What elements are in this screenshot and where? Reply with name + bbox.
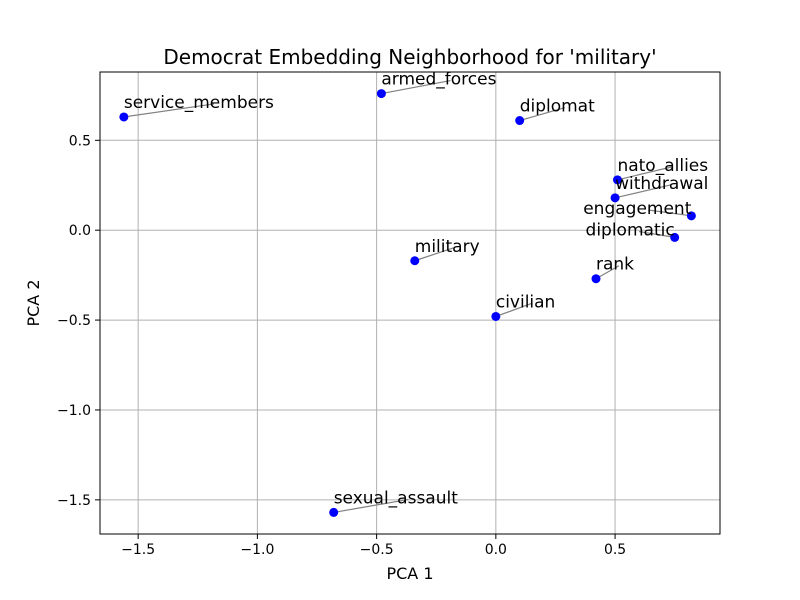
data-point [376, 89, 386, 99]
y-tick-label: −0.5 [57, 313, 91, 329]
y-tick-label: 0.0 [69, 223, 91, 239]
data-point [410, 256, 420, 266]
leader-line [123, 103, 215, 118]
data-point [612, 175, 622, 185]
point-label: withdrawal [615, 174, 708, 194]
leader-line [648, 209, 692, 217]
data-point [119, 112, 129, 122]
x-tick-label: −1.0 [240, 542, 274, 558]
data-point [329, 507, 339, 517]
data-point [610, 193, 620, 203]
point-label: civilian [496, 292, 556, 312]
point-label: diplomatic [586, 221, 675, 241]
data-points [119, 89, 696, 517]
leader-line [381, 79, 451, 95]
data-point [686, 211, 696, 221]
leader-line [333, 498, 409, 514]
leader-line [519, 106, 566, 122]
plot-area-frame [99, 71, 721, 535]
y-axis-label: PCA 2 [24, 279, 43, 326]
x-tick-label: 0.5 [604, 542, 626, 558]
leader-line [614, 184, 672, 199]
x-tick-label: 0.0 [485, 542, 507, 558]
point-label: sexual_assault [334, 488, 459, 508]
y-tick-label: −1.5 [57, 493, 91, 509]
y-tick-label: 0.5 [69, 133, 91, 149]
point-label: rank [596, 255, 634, 275]
x-tick-label: −0.5 [360, 542, 394, 558]
point-label: service_members [124, 93, 274, 113]
leader-line [414, 247, 454, 262]
y-axis-ticks: −1.5 −1.0 −0.5 0.0 0.5 [57, 133, 100, 509]
point-label: diplomat [520, 97, 595, 117]
leader-line [495, 302, 532, 318]
data-point [491, 311, 501, 321]
point-label: military [415, 237, 480, 257]
point-label: armed_forces [381, 70, 496, 90]
data-point [515, 116, 525, 126]
x-axis-label: PCA 1 [386, 564, 433, 583]
point-labels: service_members armed_forces diplomat nato_… [124, 70, 709, 509]
chart-title: Democrat Embedding Neighborhood for 'mil… [163, 45, 656, 69]
label-leader-lines [123, 79, 692, 514]
data-point [591, 274, 601, 284]
y-tick-label: −1.0 [57, 403, 91, 419]
gridlines [100, 72, 720, 534]
data-point [670, 232, 680, 242]
x-axis-ticks: −1.5 −1.0 −0.5 0.0 0.5 [121, 534, 626, 558]
point-label: engagement [583, 199, 691, 219]
x-tick-label: −1.5 [121, 542, 155, 558]
leader-line [638, 230, 675, 238]
leader-line [617, 166, 673, 181]
point-label: nato_allies [617, 156, 708, 176]
